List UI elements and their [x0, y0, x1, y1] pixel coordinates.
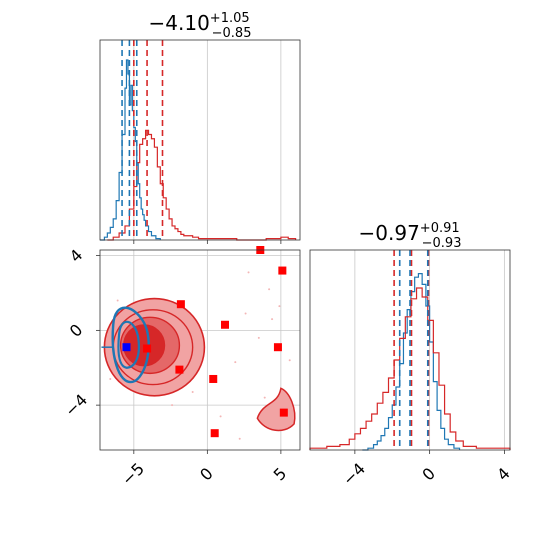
sample-point-red	[244, 312, 247, 315]
panel-frame-bl	[99, 249, 301, 451]
contour-blue-outer	[111, 306, 150, 384]
tick-label-y-bottom: −4	[339, 459, 369, 489]
tick-label-y: 0	[66, 320, 87, 341]
mean-marker-red	[143, 344, 152, 353]
contour-red-secondary	[256, 387, 296, 432]
sample-point-red	[257, 336, 260, 339]
panel-frame-br	[309, 249, 511, 451]
title-y: −0.97+0.91 −0.93	[359, 221, 462, 251]
outlier-marker	[175, 365, 184, 374]
outlier-marker	[278, 266, 287, 275]
panel-frame-tl	[99, 39, 301, 241]
histogram-x-red	[107, 129, 297, 241]
tick-label-y-bottom: 4	[493, 464, 514, 485]
tick-label-x: −5	[118, 459, 148, 489]
sample-point-red	[278, 305, 281, 308]
sample-point-red	[219, 415, 222, 418]
sample-point-red	[263, 396, 266, 399]
tick-label-x: 5	[270, 464, 291, 485]
sample-point-red	[191, 391, 194, 394]
title-x: −4.10+1.05 −0.85	[149, 11, 252, 41]
sample-point-red	[247, 271, 250, 274]
sample-point-red	[271, 318, 274, 321]
histogram-y-red	[309, 287, 511, 450]
tick-label-y: 4	[66, 245, 87, 266]
mean-marker-blue	[122, 343, 131, 352]
tick-label-y-bottom: 0	[418, 464, 439, 485]
outlier-marker	[209, 374, 218, 383]
sample-point-red	[171, 404, 174, 407]
histogram-x-blue	[100, 59, 161, 241]
sample-point-red	[238, 437, 241, 440]
outlier-marker	[210, 429, 219, 438]
outlier-marker	[279, 408, 288, 417]
sample-point-red	[288, 359, 291, 362]
tick-label-y: −4	[61, 390, 91, 420]
sample-point-red	[268, 288, 271, 291]
sample-point-red	[109, 377, 112, 380]
sample-point-red	[116, 299, 119, 302]
tick-label-x: 0	[196, 464, 217, 485]
outlier-marker	[176, 300, 185, 309]
sample-point-red	[234, 361, 237, 364]
outlier-marker	[221, 320, 229, 329]
contour-blue-inner	[117, 320, 140, 369]
outlier-marker	[273, 343, 282, 352]
